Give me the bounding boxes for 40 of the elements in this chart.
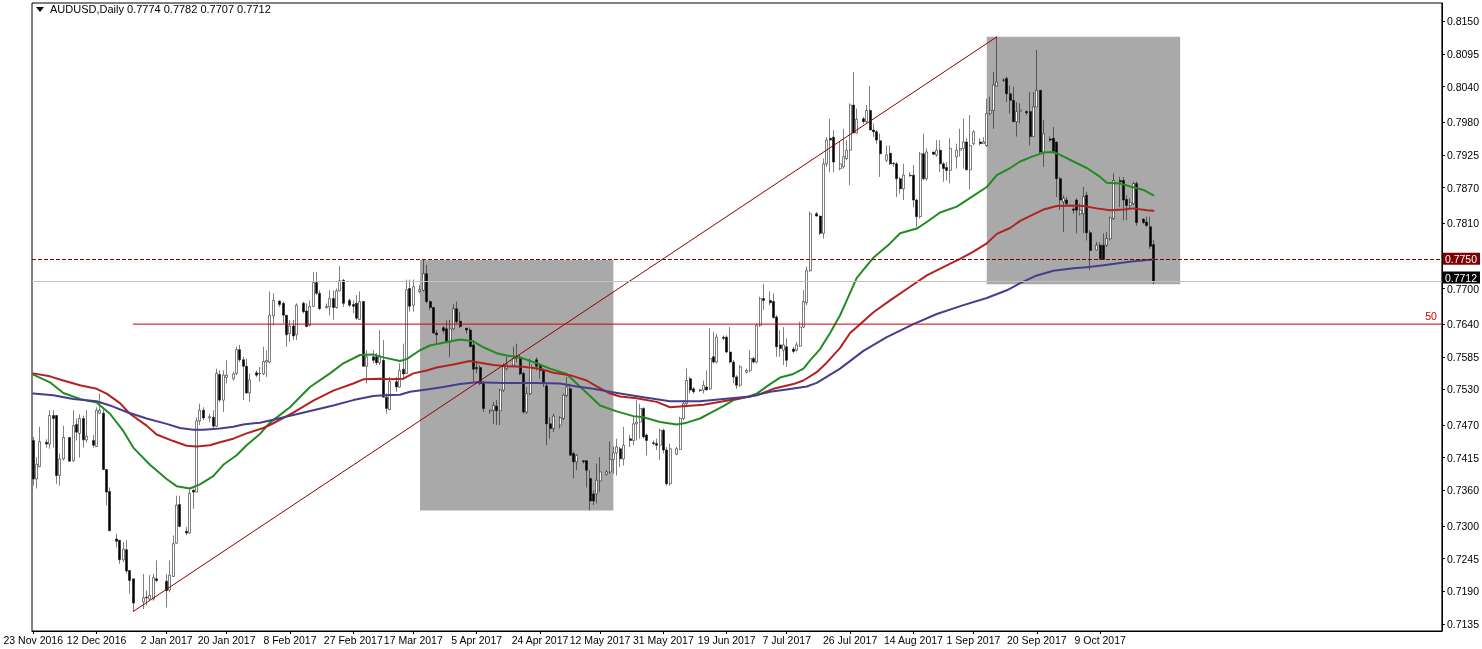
x-tick-label: 7 Jul 2017 <box>762 633 812 646</box>
x-tick-label: 20 Sep 2017 <box>1007 633 1067 646</box>
y-tick-label: 0.7530 <box>1446 383 1480 396</box>
x-tick-label: 1 Sep 2017 <box>946 633 1001 646</box>
x-tick-label: 8 Feb 2017 <box>263 633 317 646</box>
ref-line-label: 0.7750 <box>1444 253 1478 266</box>
x-tick-label: 31 May 2017 <box>633 633 694 646</box>
x-tick-label: 17 Mar 2017 <box>383 633 443 646</box>
x-tick-label: 20 Jan 2017 <box>197 633 256 646</box>
y-tick-label: 0.7640 <box>1446 318 1480 331</box>
y-tick-label: 0.7190 <box>1446 585 1480 598</box>
y-tick-label: 0.8150 <box>1446 15 1480 28</box>
y-tick-label: 0.7585 <box>1446 350 1480 363</box>
series-label: 50 <box>1425 309 1438 322</box>
x-tick-label: 26 Jul 2017 <box>822 633 878 646</box>
y-tick-label: 0.7245 <box>1446 552 1480 565</box>
y-tick-label: 0.7700 <box>1446 282 1480 295</box>
y-tick-label: 0.7810 <box>1446 217 1480 230</box>
y-tick-label: 0.7870 <box>1446 181 1480 194</box>
x-tick-label: 27 Feb 2017 <box>323 633 383 646</box>
y-tick-label: 0.7980 <box>1446 116 1480 129</box>
x-tick-label: 24 Apr 2017 <box>511 633 569 646</box>
x-tick-label: 23 Nov 2016 <box>3 633 64 646</box>
y-tick-label: 0.8040 <box>1446 80 1480 93</box>
x-tick-label: 14 Aug 2017 <box>883 633 944 646</box>
y-tick-label: 0.7925 <box>1446 148 1480 161</box>
x-tick-label: 2 Jan 2017 <box>140 633 193 646</box>
chart-title: AUDUSD,Daily 0.7774 0.7782 0.7707 0.7712 <box>50 2 271 15</box>
y-tick-label: 0.7360 <box>1446 484 1480 497</box>
x-tick-label: 9 Oct 2017 <box>1074 633 1126 646</box>
ref-line-label: 0.7712 <box>1444 271 1478 284</box>
x-tick-label: 12 May 2017 <box>569 633 631 646</box>
x-tick-label: 5 Apr 2017 <box>451 633 503 646</box>
y-tick-label: 0.7415 <box>1446 451 1480 464</box>
y-tick-label: 0.7470 <box>1446 419 1480 432</box>
y-tick-label: 0.8095 <box>1446 48 1480 61</box>
x-tick-label: 19 Jun 2017 <box>697 633 756 646</box>
y-tick-label: 0.7135 <box>1446 617 1480 630</box>
x-tick-label: 12 Dec 2016 <box>66 633 127 646</box>
y-tick-label: 0.7300 <box>1446 519 1480 532</box>
